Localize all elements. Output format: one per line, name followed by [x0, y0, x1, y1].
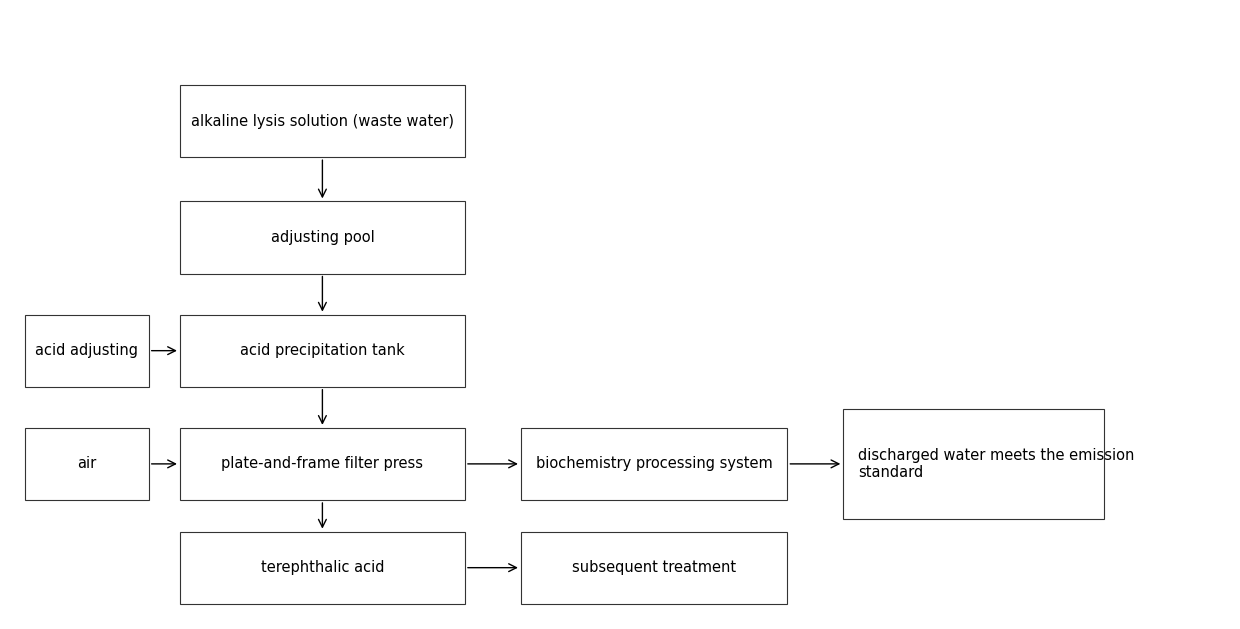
Bar	[180, 314, 465, 387]
Text: plate-and-frame filter press: plate-and-frame filter press	[222, 457, 423, 471]
Bar	[180, 201, 465, 274]
Text: adjusting pool: adjusting pool	[270, 230, 374, 245]
Bar	[25, 428, 149, 500]
Bar	[25, 314, 149, 387]
Bar	[180, 85, 465, 157]
Bar	[843, 409, 1104, 519]
Text: terephthalic acid: terephthalic acid	[260, 560, 384, 575]
Bar	[521, 428, 787, 500]
Bar	[180, 532, 465, 604]
Text: subsequent treatment: subsequent treatment	[572, 560, 737, 575]
Text: air: air	[77, 457, 97, 471]
Text: biochemistry processing system: biochemistry processing system	[536, 457, 773, 471]
Text: discharged water meets the emission
standard: discharged water meets the emission stan…	[858, 448, 1135, 480]
Text: acid precipitation tank: acid precipitation tank	[241, 343, 404, 358]
Text: acid adjusting: acid adjusting	[35, 343, 139, 358]
Bar	[521, 532, 787, 604]
Text: alkaline lysis solution (waste water): alkaline lysis solution (waste water)	[191, 114, 454, 128]
Bar	[180, 428, 465, 500]
